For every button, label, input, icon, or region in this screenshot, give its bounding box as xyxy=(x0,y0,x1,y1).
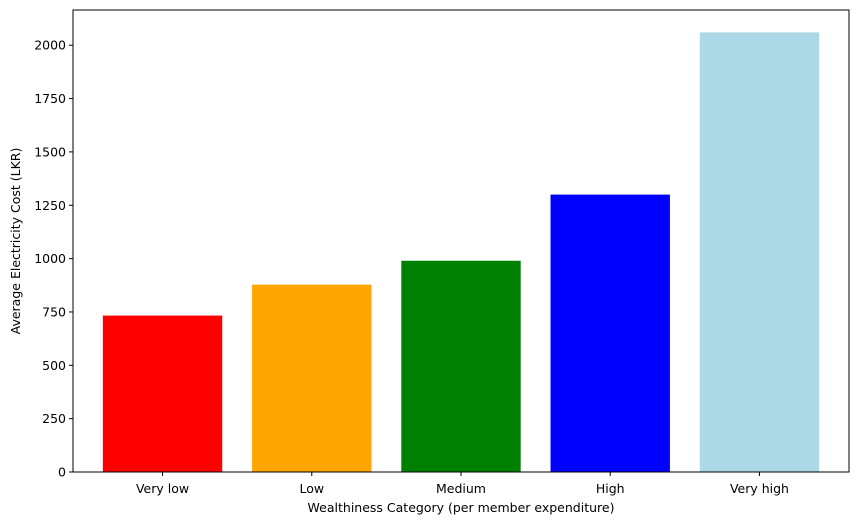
y-tick-label: 250 xyxy=(42,411,66,426)
y-tick-label: 750 xyxy=(42,304,66,319)
bar-low xyxy=(252,284,372,472)
y-tick-label: 1500 xyxy=(34,144,66,159)
plot-frame xyxy=(72,9,850,473)
x-tick-label-medium: Medium xyxy=(436,481,486,496)
bar-medium xyxy=(401,260,521,472)
y-axis-label: Average Electricity Cost (LKR) xyxy=(8,148,23,335)
x-axis-label: Wealthiness Category (per member expendi… xyxy=(308,500,615,515)
x-tick-label-high: High xyxy=(596,481,625,496)
bar-high xyxy=(550,194,670,472)
bar-very-low xyxy=(102,315,223,472)
y-tick-label: 0 xyxy=(58,465,66,480)
bars-layer xyxy=(102,32,820,473)
x-axis-ticks: Very low Low Medium High Very high xyxy=(136,472,789,496)
x-tick-label-very-high: Very high xyxy=(730,481,789,496)
bar-very-high xyxy=(699,32,820,473)
x-tick-label-low: Low xyxy=(299,481,324,496)
x-tick-label-very-low: Very low xyxy=(136,481,189,496)
y-tick-label: 500 xyxy=(42,358,66,373)
y-tick-label: 1750 xyxy=(34,91,66,106)
y-tick-label: 2000 xyxy=(34,38,66,53)
y-axis-ticks: 0 250 500 750 1000 1250 1500 1750 2000 xyxy=(34,38,73,480)
y-tick-label: 1000 xyxy=(34,251,66,266)
y-tick-label: 1250 xyxy=(34,198,66,213)
